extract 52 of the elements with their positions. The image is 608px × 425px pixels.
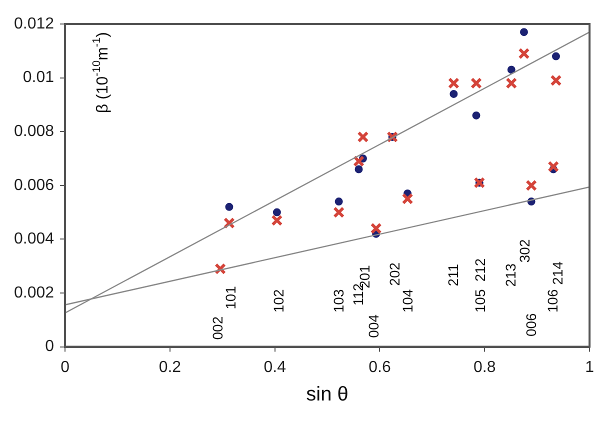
point bbox=[225, 202, 234, 211]
annotation: 202 bbox=[386, 262, 402, 286]
annotation: 006 bbox=[523, 312, 540, 337]
point bbox=[548, 160, 560, 172]
y-tick-label: 0.002 bbox=[14, 284, 54, 302]
x-tick-label: 0.6 bbox=[368, 358, 391, 376]
point bbox=[518, 48, 530, 60]
point bbox=[333, 206, 345, 218]
point bbox=[334, 198, 343, 206]
point bbox=[272, 208, 281, 216]
y-tick-label: 0 bbox=[45, 338, 54, 356]
annotation: 101 bbox=[222, 286, 239, 310]
x-tick-label: 0 bbox=[60, 358, 70, 376]
point bbox=[357, 131, 369, 143]
y-tick-label: 0.012 bbox=[14, 15, 54, 32]
point bbox=[402, 193, 414, 205]
y-tick-label: 0.004 bbox=[14, 230, 54, 248]
point bbox=[550, 74, 562, 86]
annotation: 105 bbox=[472, 289, 488, 313]
point bbox=[520, 28, 528, 36]
point bbox=[507, 66, 516, 74]
point bbox=[472, 111, 480, 120]
x-tick-label: 1 bbox=[585, 358, 594, 376]
y-tick-label: 0.006 bbox=[14, 176, 54, 194]
annotation: 104 bbox=[399, 289, 416, 313]
annotation: 211 bbox=[445, 264, 462, 286]
annotation: 106 bbox=[544, 289, 561, 313]
annotation: 214 bbox=[549, 261, 566, 285]
point bbox=[353, 155, 365, 167]
point bbox=[552, 52, 560, 60]
point bbox=[506, 77, 518, 89]
annotation: 213 bbox=[502, 263, 518, 287]
annotation: 004 bbox=[365, 314, 382, 338]
annotation: 002 bbox=[210, 316, 226, 340]
x-axis-title: sin θ bbox=[306, 384, 348, 406]
point bbox=[354, 165, 363, 174]
annotation: 103 bbox=[330, 289, 347, 313]
y-tick-label: 0.01 bbox=[22, 69, 54, 86]
annotation: 102 bbox=[270, 289, 286, 313]
point bbox=[448, 77, 460, 89]
x-tick-label: 0.4 bbox=[264, 358, 286, 376]
point bbox=[450, 90, 458, 98]
annotation: 302 bbox=[516, 239, 532, 263]
y-tick-label: 0.008 bbox=[14, 123, 54, 140]
point bbox=[370, 222, 382, 234]
point bbox=[526, 180, 538, 192]
point bbox=[470, 77, 482, 89]
x-tick-label: 0.2 bbox=[158, 358, 182, 376]
annotation: 212 bbox=[472, 258, 488, 282]
point bbox=[271, 214, 283, 226]
x-tick-label: 0.8 bbox=[474, 358, 496, 376]
y-axis-title: β (10-10m-1) bbox=[91, 32, 112, 114]
